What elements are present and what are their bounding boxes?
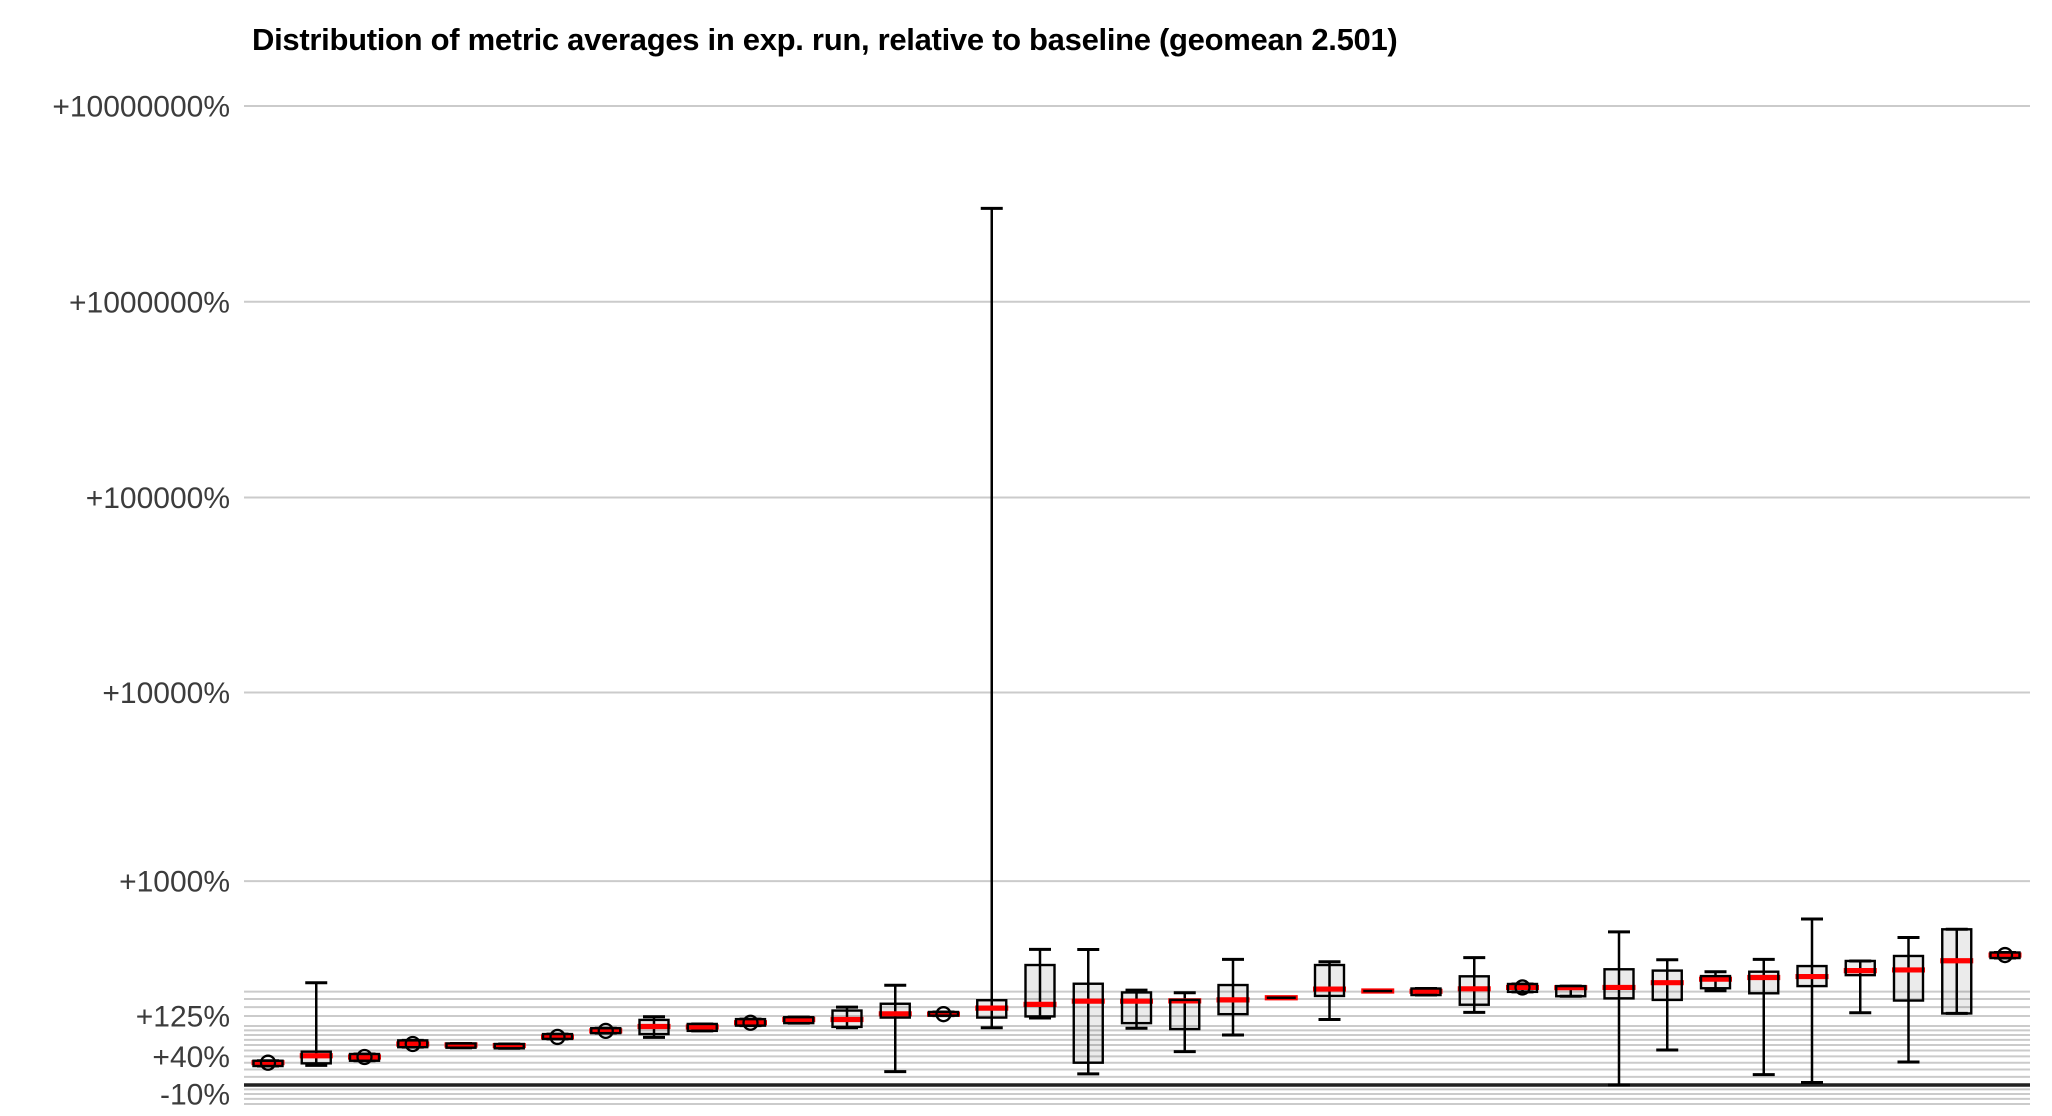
box-outline bbox=[300, 1050, 332, 1065]
box-plot-item bbox=[444, 1041, 478, 1050]
box-outline bbox=[445, 1042, 477, 1049]
box-plot-item bbox=[1313, 960, 1346, 1022]
mean-circle-marker bbox=[1514, 979, 1531, 996]
mean-circle-marker bbox=[935, 1006, 952, 1023]
box-outline bbox=[1313, 963, 1346, 998]
box-outline bbox=[252, 1059, 284, 1068]
box-outline bbox=[1458, 975, 1490, 1006]
box-outline bbox=[879, 1002, 911, 1019]
box-fill bbox=[1025, 965, 1055, 1017]
mean-circle-marker bbox=[404, 1035, 421, 1053]
box-plot-item bbox=[541, 1028, 574, 1046]
box-plot-item bbox=[396, 1035, 430, 1053]
box-plot-item bbox=[1892, 935, 1925, 1064]
mean-circle-marker bbox=[356, 1048, 373, 1066]
mean-circle-marker bbox=[597, 1022, 614, 1040]
box-outline bbox=[638, 1018, 670, 1036]
box-plot-item bbox=[878, 983, 912, 1074]
box-outline bbox=[348, 1052, 381, 1062]
y-tick-label: +1000% bbox=[119, 866, 230, 899]
box-outline bbox=[1651, 969, 1683, 1002]
box-plot-item bbox=[637, 1015, 671, 1039]
box-outline bbox=[1410, 987, 1442, 997]
y-tick-label: +10000000% bbox=[52, 90, 230, 123]
y-tick-label: +10000% bbox=[102, 677, 230, 710]
box-outline bbox=[1748, 970, 1780, 995]
box-plot-item bbox=[975, 206, 1009, 1030]
box-plot-item bbox=[1216, 957, 1250, 1037]
box-fill bbox=[1942, 929, 1972, 1014]
box-outline bbox=[1555, 984, 1587, 998]
box-fill bbox=[1894, 955, 1923, 1001]
box-outline bbox=[1603, 968, 1635, 1000]
box-plot-item bbox=[1699, 970, 1732, 993]
box-outline bbox=[734, 1017, 767, 1027]
box-plot-item bbox=[1795, 917, 1829, 1084]
box-outline bbox=[1941, 928, 1973, 1015]
box-outline bbox=[1169, 998, 1201, 1031]
box-outline bbox=[1989, 951, 2021, 960]
box-plot-item bbox=[492, 1042, 526, 1050]
box-plot-item bbox=[348, 1048, 381, 1066]
mean-circle-marker bbox=[742, 1014, 759, 1031]
box-plot-item bbox=[251, 1054, 285, 1071]
box-plot-item bbox=[685, 1022, 719, 1033]
box-plot-item bbox=[830, 1005, 864, 1030]
box-plot-item bbox=[1554, 984, 1588, 998]
box-plot-item bbox=[1650, 958, 1684, 1052]
box-outline bbox=[493, 1042, 525, 1050]
box-plot-item bbox=[927, 1006, 960, 1023]
box-plot-item bbox=[1506, 979, 1539, 996]
box-plot-item bbox=[1168, 991, 1202, 1054]
box-fill bbox=[1170, 999, 1200, 1030]
y-tick-label: +40% bbox=[152, 1041, 230, 1074]
box-plot-item bbox=[1023, 947, 1057, 1020]
box-outline bbox=[1796, 964, 1828, 988]
box-plot-item bbox=[1843, 959, 1877, 1015]
box-outline bbox=[1844, 959, 1876, 977]
box-outline bbox=[1699, 974, 1732, 990]
y-tick-label: +1000000% bbox=[69, 286, 230, 319]
y-tick-label: -10% bbox=[160, 1078, 230, 1111]
box-plot-item bbox=[299, 981, 333, 1067]
box-plot-item bbox=[1409, 987, 1443, 997]
box-plot-item bbox=[1120, 988, 1153, 1030]
box-fill bbox=[1604, 969, 1634, 999]
box-outline bbox=[1506, 982, 1539, 994]
box-outline bbox=[590, 1027, 622, 1035]
box-plot-item bbox=[589, 1022, 623, 1040]
box-outline bbox=[1120, 991, 1153, 1025]
mean-circle-marker bbox=[259, 1054, 277, 1071]
box-plot-item bbox=[1457, 956, 1491, 1014]
chart-title: Distribution of metric averages in exp. … bbox=[252, 22, 1398, 57]
box-outline bbox=[1072, 982, 1104, 1064]
box-plot-item bbox=[1988, 946, 2022, 964]
mean-circle-marker bbox=[549, 1028, 566, 1046]
box-fill bbox=[1122, 992, 1151, 1024]
box-outline bbox=[927, 1010, 960, 1017]
y-tick-label: +125% bbox=[136, 1001, 230, 1034]
box-outline bbox=[831, 1009, 863, 1029]
box-outline bbox=[686, 1022, 718, 1033]
box-outline bbox=[1217, 983, 1249, 1016]
y-tick-label: +100000% bbox=[86, 482, 230, 515]
box-plot-item bbox=[734, 1014, 767, 1031]
box-plot-item bbox=[1940, 927, 1974, 1015]
box-outline bbox=[1892, 954, 1925, 1002]
box-outline bbox=[541, 1032, 574, 1041]
box-plot-item bbox=[1602, 930, 1636, 1087]
box-outline bbox=[397, 1039, 429, 1049]
box-fill bbox=[1073, 983, 1103, 1063]
box-outline bbox=[1024, 963, 1056, 1018]
box-plot-item bbox=[1747, 957, 1781, 1077]
box-fill bbox=[1556, 986, 1586, 997]
box-outline bbox=[976, 999, 1008, 1019]
box-plot-item bbox=[782, 1015, 816, 1025]
box-plot-item bbox=[1071, 948, 1105, 1076]
mean-circle-marker bbox=[1996, 946, 2014, 964]
box-outline bbox=[783, 1015, 815, 1025]
